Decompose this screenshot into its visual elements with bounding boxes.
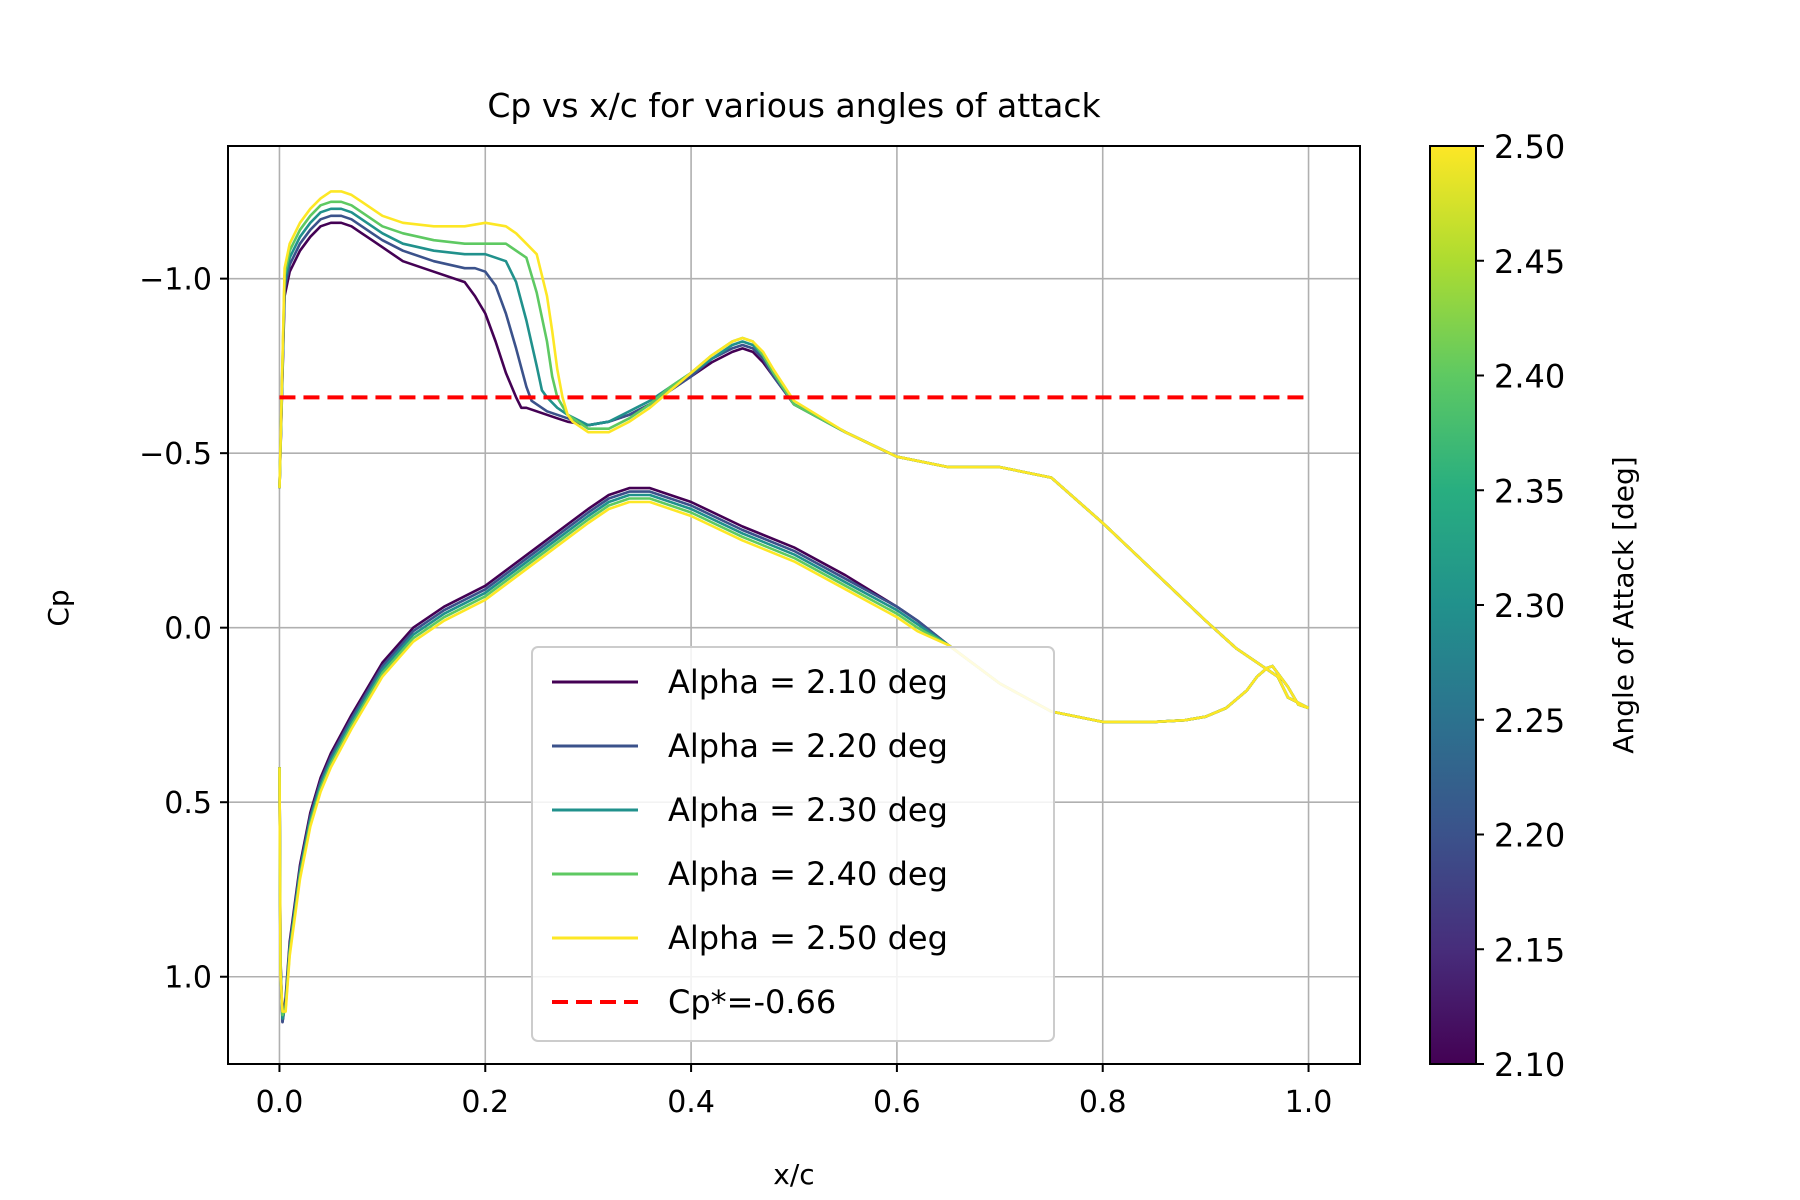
colorbar-tick-label: 2.15 (1494, 931, 1565, 969)
colorbar-label: Angle of Attack [deg] (1607, 456, 1640, 753)
colorbar-tick-label: 2.20 (1494, 817, 1565, 855)
x-ticks: 0.0 0.2 0.4 0.6 0.8 1.0 (256, 1064, 1333, 1120)
series-line-upper (278, 190, 1310, 710)
series-line-upper (278, 200, 1310, 710)
x-tick-label: 0.0 (256, 1085, 304, 1120)
colorbar: Angle of Attack [deg] 2.10 2.15 2.20 2.25 2.… (1429, 128, 1640, 1084)
legend-label: Cp*=-0.66 (668, 983, 836, 1021)
colorbar-tick-label: 2.35 (1494, 472, 1565, 510)
x-tick-label: 0.4 (667, 1085, 715, 1120)
x-axis-label: x/c (773, 1158, 814, 1191)
series-line-upper (278, 221, 1310, 710)
series-line-lower (278, 500, 1309, 1013)
colorbar-tick-label: 2.25 (1494, 702, 1565, 740)
legend-label: Alpha = 2.10 deg (668, 663, 948, 701)
series-layer (278, 190, 1310, 1024)
x-tick-label: 0.6 (873, 1085, 921, 1120)
legend-box (531, 646, 1055, 1042)
series-line-upper (278, 207, 1310, 710)
legend-label: Alpha = 2.50 deg (668, 919, 948, 957)
legend: Alpha = 2.10 deg Alpha = 2.20 deg Alpha = … (531, 646, 1055, 1042)
colorbar-gradient (1429, 145, 1477, 1065)
legend-label: Alpha = 2.40 deg (668, 855, 948, 893)
y-tick-label: 0.0 (164, 612, 212, 647)
y-ticks: −1.0 −0.5 0.0 0.5 1.0 (139, 263, 228, 996)
y-tick-label: −1.0 (139, 263, 212, 298)
series-line-upper (278, 214, 1310, 710)
x-tick-label: 1.0 (1285, 1085, 1333, 1120)
legend-label: Alpha = 2.30 deg (668, 791, 948, 829)
colorbar-tick-label: 2.30 (1494, 587, 1565, 625)
y-tick-label: −0.5 (139, 437, 212, 472)
legend-label: Alpha = 2.20 deg (668, 727, 948, 765)
x-tick-label: 0.8 (1079, 1085, 1127, 1120)
y-tick-label: 0.5 (164, 786, 212, 821)
chart-title: Cp vs x/c for various angles of attack (487, 86, 1101, 125)
colorbar-tick-label: 2.50 (1494, 128, 1565, 166)
plot-frame (227, 145, 1361, 1065)
colorbar-tick-label: 2.45 (1494, 243, 1565, 281)
colorbar-tick-label: 2.40 (1494, 358, 1565, 396)
x-tick-label: 0.2 (461, 1085, 509, 1120)
y-axis-label: Cp (42, 589, 75, 626)
colorbar-tick-label: 2.10 (1494, 1046, 1565, 1084)
y-tick-label: 1.0 (164, 961, 212, 996)
grid (228, 146, 1360, 1064)
series-5 (278, 190, 1310, 1013)
